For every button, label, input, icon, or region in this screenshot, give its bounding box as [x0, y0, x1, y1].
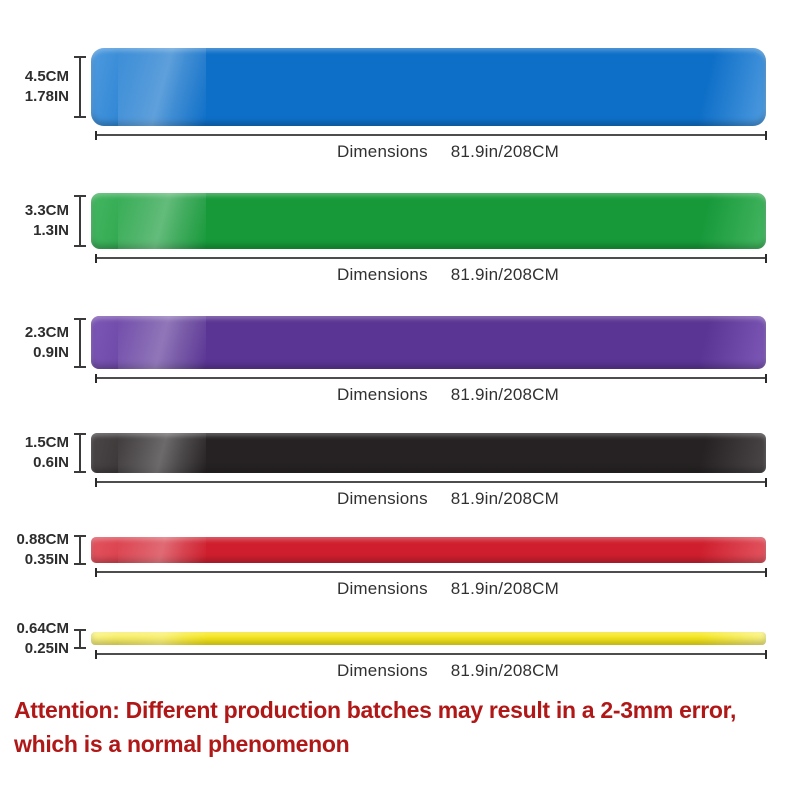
resistance-band-purple — [91, 316, 766, 369]
length-dimension-line — [95, 253, 767, 263]
band-width-in: 1.78IN — [24, 88, 69, 105]
dimensions-label: Dimensions — [336, 579, 428, 598]
length-dimension-line — [95, 130, 767, 140]
attention-note: Attention: Different production batches … — [14, 694, 792, 761]
width-dimension-bracket — [74, 535, 86, 565]
band-width-cm: 0.88CM — [16, 530, 69, 548]
band-width-label: 3.3CM 1.3IN — [25, 201, 69, 242]
band-width-in: 0.25IN — [24, 639, 69, 657]
resistance-band-size-diagram: 4.5CM 1.78IN Dimensions 81.9in/208CM 3.3CM 1.… — [0, 48, 800, 681]
dimensions-row: Dimensions 81.9in/208CM — [0, 142, 800, 162]
width-dimension-bracket — [74, 433, 86, 473]
resistance-band-yellow — [91, 632, 766, 645]
length-dimension-line — [95, 649, 767, 659]
dimensions-value: 81.9in/208CM — [450, 265, 560, 284]
band-width-label: 0.64CM 0.25IN — [16, 618, 69, 659]
dimensions-row: Dimensions 81.9in/208CM — [0, 265, 800, 285]
band-row-yellow: 0.64CM 0.25IN Dimensions 81.9in/208CM — [0, 619, 800, 681]
resistance-band-black — [91, 433, 766, 473]
width-dimension-bracket — [74, 56, 86, 118]
band-width-label: 0.88CM 0.35IN — [16, 530, 69, 571]
band-row-black: 1.5CM 0.6IN Dimensions 81.9in/208CM — [0, 433, 800, 509]
length-dimension-line — [95, 567, 767, 577]
band-width-cm: 0.64CM — [16, 619, 69, 637]
resistance-band-green — [91, 193, 766, 249]
width-dimension-bracket — [74, 317, 86, 368]
band-sheen-highlight — [118, 48, 206, 126]
band-sheen-highlight — [118, 433, 206, 473]
band-area: 0.64CM 0.25IN — [0, 619, 800, 657]
band-width-label: 2.3CM 0.9IN — [25, 322, 69, 363]
length-dimension-line — [95, 373, 767, 383]
band-row-red: 0.88CM 0.35IN Dimensions 81.9in/208CM — [0, 531, 800, 599]
band-width-cm: 1.5CM — [24, 433, 69, 451]
band-width-label: 4.5CM 1.78IN — [25, 67, 69, 108]
band-area: 1.5CM 0.6IN — [0, 433, 800, 473]
band-sheen-highlight — [118, 316, 206, 369]
dimensions-value: 81.9in/208CM — [450, 142, 560, 161]
band-width-cm: 3.3CM — [24, 201, 69, 219]
resistance-band-blue — [91, 48, 766, 126]
dimensions-label: Dimensions — [336, 385, 428, 404]
band-area: 2.3CM 0.9IN — [0, 316, 800, 369]
band-area: 0.88CM 0.35IN — [0, 531, 800, 568]
band-width-cm: 2.3CM — [24, 323, 69, 341]
band-area: 3.3CM 1.3IN — [0, 193, 800, 249]
dimensions-row: Dimensions 81.9in/208CM — [0, 661, 800, 681]
band-width-in: 0.9IN — [33, 343, 69, 361]
band-row-blue: 4.5CM 1.78IN Dimensions 81.9in/208CM — [0, 48, 800, 162]
dimensions-row: Dimensions 81.9in/208CM — [0, 489, 800, 509]
band-width-in: 0.6IN — [33, 454, 69, 471]
dimensions-row: Dimensions 81.9in/208CM — [0, 385, 800, 405]
dimensions-label: Dimensions — [336, 265, 428, 284]
dimensions-value: 81.9in/208CM — [450, 579, 560, 598]
width-dimension-bracket — [74, 628, 86, 649]
band-sheen-highlight — [118, 632, 206, 645]
band-width-label: 1.5CM 0.6IN — [25, 433, 69, 474]
band-sheen-highlight — [118, 193, 206, 249]
dimensions-value: 81.9in/208CM — [450, 385, 560, 404]
band-sheen-highlight — [118, 537, 206, 563]
dimensions-label: Dimensions — [336, 661, 428, 680]
band-row-green: 3.3CM 1.3IN Dimensions 81.9in/208CM — [0, 193, 800, 285]
dimensions-label: Dimensions — [336, 489, 428, 508]
resistance-band-red — [91, 537, 766, 563]
band-area: 4.5CM 1.78IN — [0, 48, 800, 126]
dimensions-label: Dimensions — [336, 142, 428, 161]
dimensions-value: 81.9in/208CM — [450, 489, 560, 508]
attention-note-line1: Attention: Different production batches … — [14, 697, 737, 723]
dimensions-row: Dimensions 81.9in/208CM — [0, 579, 800, 599]
dimensions-value: 81.9in/208CM — [450, 661, 560, 680]
band-width-in: 1.3IN — [33, 222, 69, 239]
band-width-cm: 4.5CM — [24, 67, 69, 85]
length-dimension-line — [95, 477, 767, 487]
band-row-purple: 2.3CM 0.9IN Dimensions 81.9in/208CM — [0, 316, 800, 405]
attention-note-line2: which is a normal phenomenon — [14, 730, 350, 757]
band-width-in: 0.35IN — [24, 551, 69, 568]
width-dimension-bracket — [74, 195, 86, 247]
